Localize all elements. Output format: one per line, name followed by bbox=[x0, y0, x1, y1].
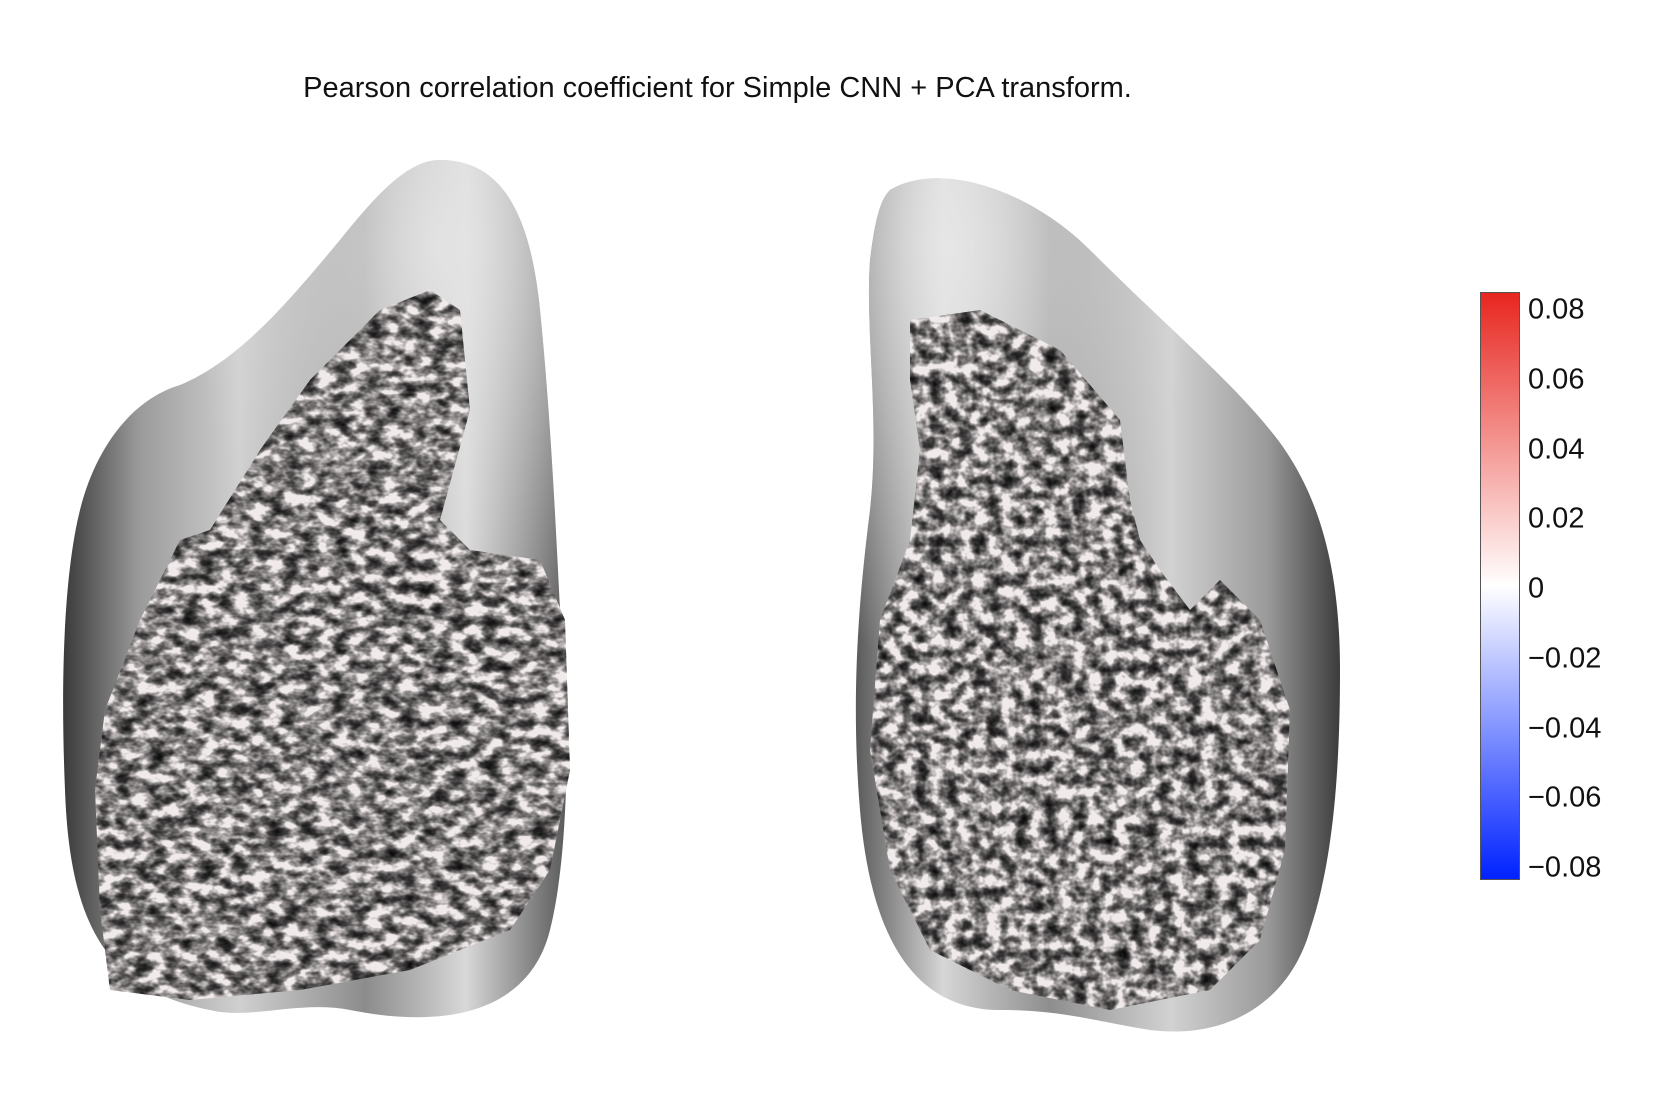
figure-title: Pearson correlation coefficient for Simp… bbox=[303, 72, 1132, 104]
colorbar-tick-label: 0.08 bbox=[1528, 293, 1585, 326]
colorbar-tick-label: −0.02 bbox=[1528, 642, 1602, 675]
colorbar bbox=[1480, 292, 1520, 880]
colorbar-tick-label: 0.02 bbox=[1528, 502, 1585, 535]
colorbar-tick-label: −0.08 bbox=[1528, 851, 1602, 884]
colorbar-tick-label: 0.04 bbox=[1528, 433, 1585, 465]
colorbar-tick-label: 0 bbox=[1528, 572, 1545, 605]
colorbar-tick-label: −0.04 bbox=[1528, 712, 1602, 744]
colorbar-tick-label: 0.06 bbox=[1528, 363, 1585, 396]
colorbar-tick-label: −0.06 bbox=[1528, 781, 1602, 814]
left-hemisphere-view bbox=[50, 150, 610, 1100]
right-hemisphere-view bbox=[830, 150, 1390, 1100]
